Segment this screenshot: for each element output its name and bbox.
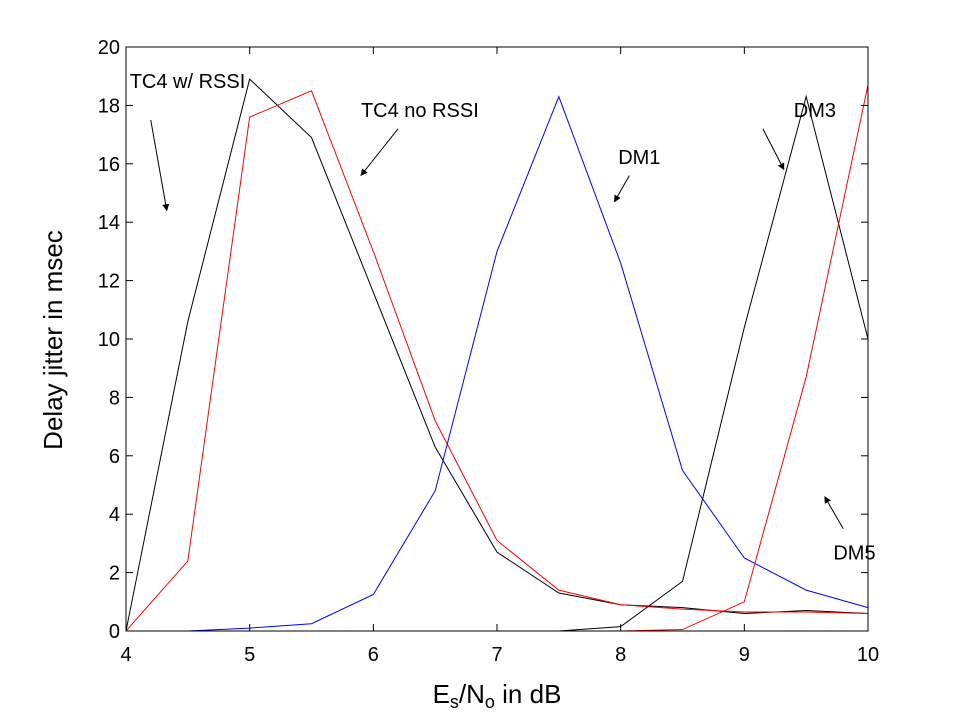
annotation-arrow-dm5 xyxy=(824,496,844,530)
y-tick-label: 16 xyxy=(98,154,120,176)
y-tick-label: 10 xyxy=(98,329,120,351)
y-tick-label: 6 xyxy=(109,446,120,468)
x-tick-label: 5 xyxy=(244,644,255,666)
y-tick-label: 12 xyxy=(98,271,120,293)
x-tick-label: 10 xyxy=(857,644,879,666)
annotation-arrow-tc4-rssi xyxy=(150,119,170,212)
y-tick-label: 4 xyxy=(109,504,120,526)
annotation-label-dm1: DM1 xyxy=(618,147,660,169)
y-tick-label: 8 xyxy=(109,387,120,409)
annotation-label-dm5: DM5 xyxy=(833,542,875,564)
axes-layer: 4 5 6 7 8 9 10 0 2 4 6 8 10 12 14 16 18 20 xyxy=(98,37,879,666)
x-tick-label: 9 xyxy=(739,644,750,666)
series-line-tc4-rssi xyxy=(125,78,869,632)
plot-background xyxy=(126,47,868,631)
y-tick-label: 0 xyxy=(109,621,120,643)
y-tick-label: 20 xyxy=(98,37,120,59)
annotation-label-dm3: DM3 xyxy=(794,100,836,122)
x-axis-title: Es/No in dB xyxy=(433,679,562,712)
annotation-arrow-tc4-no-rssi xyxy=(360,128,399,177)
x-tick-label: 7 xyxy=(491,644,502,666)
x-tick-label: 4 xyxy=(120,644,131,666)
y-tick-label: 18 xyxy=(98,95,120,117)
y-tick-label: 14 xyxy=(98,212,120,234)
plot-area xyxy=(126,47,868,631)
y-tick-label: 2 xyxy=(109,563,120,585)
annotation-label-tc4-no-rssi: TC4 no RSSI xyxy=(361,100,479,122)
series-line-tc4-no-rssi xyxy=(125,90,869,632)
annotation-arrow-dm1 xyxy=(614,175,630,203)
x-tick-label: 6 xyxy=(368,644,379,666)
annotation-layer: TC4 w/ RSSI TC4 no RSSI DM1 DM3 DM5 xyxy=(130,71,876,565)
x-tick-label: 8 xyxy=(615,644,626,666)
y-axis-title: Delay jitter in msec xyxy=(38,230,68,450)
annotation-label-tc4-rssi: TC4 w/ RSSI xyxy=(130,71,246,93)
annotation-arrow-dm3 xyxy=(762,128,785,171)
